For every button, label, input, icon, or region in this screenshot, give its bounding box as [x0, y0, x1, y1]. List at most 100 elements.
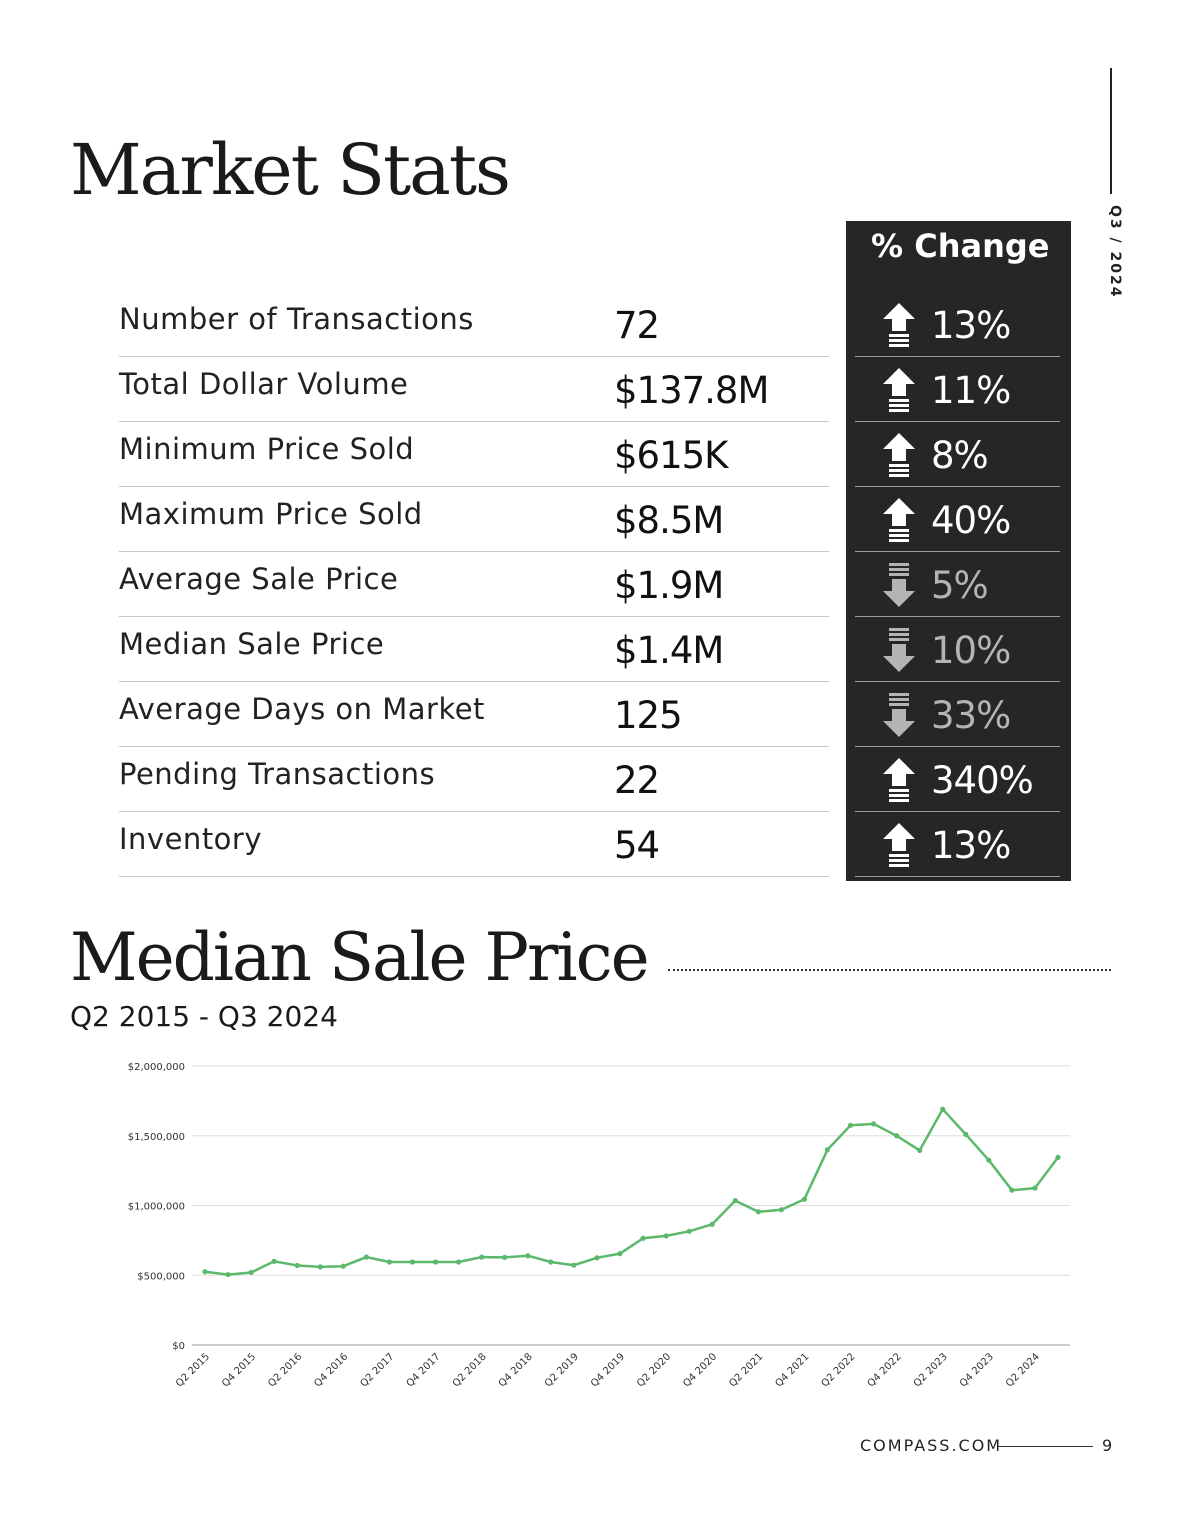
stats-table: Number of Transactions 72 Total Dollar Vol… — [119, 292, 829, 877]
stat-value: $137.8M — [614, 369, 769, 412]
footer-rule — [998, 1446, 1093, 1447]
x-tick-label: Q2 2024 — [1004, 1351, 1042, 1389]
data-point — [248, 1269, 254, 1276]
change-row: 10% — [855, 617, 1060, 682]
data-point — [294, 1262, 300, 1269]
x-tick-label: Q2 2019 — [543, 1351, 581, 1389]
stat-label: Median Sale Price — [119, 627, 385, 661]
data-point — [640, 1235, 646, 1241]
change-value: 11% — [931, 369, 1011, 412]
stat-row: Median Sale Price $1.4M — [119, 617, 829, 682]
stat-label: Maximum Price Sold — [119, 497, 423, 531]
header-vertical-rule — [1110, 68, 1112, 194]
page-number: 9 — [1102, 1436, 1113, 1455]
stat-row: Minimum Price Sold $615K — [119, 422, 829, 487]
data-point — [732, 1198, 738, 1204]
change-value: 13% — [931, 824, 1011, 867]
data-point — [617, 1251, 623, 1257]
data-point — [963, 1131, 969, 1137]
x-tick-label: Q2 2017 — [358, 1351, 396, 1389]
change-row: 40% — [855, 487, 1060, 552]
x-tick-label: Q4 2019 — [589, 1351, 627, 1389]
stat-value: $8.5M — [614, 499, 724, 542]
dotted-divider — [668, 969, 1111, 971]
period-label: Q3 / 2024 — [1107, 205, 1123, 299]
data-point — [502, 1254, 508, 1260]
arrow-up-icon — [879, 756, 919, 804]
change-row: 13% — [855, 292, 1060, 357]
stat-row: Maximum Price Sold $8.5M — [119, 487, 829, 552]
section-title: Median Sale Price — [70, 919, 650, 996]
y-tick-label: $0 — [172, 1341, 185, 1352]
change-value: 5% — [931, 564, 989, 607]
stat-value: 22 — [614, 759, 660, 802]
data-point — [594, 1255, 600, 1261]
data-point — [225, 1271, 231, 1278]
data-point — [1055, 1154, 1061, 1160]
data-point — [940, 1106, 946, 1112]
median-price-chart: $0 $500,000 $1,000,000 $1,500,000 $2,000,000… — [128, 1062, 1070, 1389]
x-tick-label: Q4 2023 — [958, 1351, 996, 1389]
section-subtitle: Q2 2015 - Q3 2024 — [70, 1000, 338, 1033]
x-tick-label: Q2 2020 — [635, 1351, 673, 1389]
x-tick-label: Q4 2016 — [312, 1351, 350, 1389]
y-tick-label: $1,500,000 — [128, 1132, 185, 1143]
x-tick-label: Q4 2017 — [405, 1351, 443, 1389]
data-point — [1032, 1185, 1038, 1191]
data-point — [986, 1157, 992, 1163]
arrow-down-icon — [879, 626, 919, 674]
stat-value: 72 — [614, 304, 660, 347]
stat-row: Number of Transactions 72 — [119, 292, 829, 357]
arrow-down-icon — [879, 561, 919, 609]
stat-label: Minimum Price Sold — [119, 432, 415, 466]
change-list: 13% 11% 8% 40% 5% 10% 33% 340% 13% — [855, 292, 1060, 877]
arrow-up-icon — [879, 431, 919, 479]
x-tick-label: Q2 2016 — [266, 1351, 304, 1389]
x-tick-label: Q2 2015 — [174, 1351, 212, 1389]
x-tick-label: Q4 2022 — [866, 1351, 904, 1389]
arrow-up-icon — [879, 821, 919, 869]
y-tick-label: $2,000,000 — [128, 1062, 185, 1073]
series-line — [204, 1107, 1059, 1276]
data-point — [824, 1147, 831, 1153]
data-point — [571, 1262, 577, 1268]
stat-label: Inventory — [119, 822, 263, 856]
x-tick-label: Q2 2022 — [820, 1351, 858, 1389]
data-point — [317, 1264, 323, 1270]
y-tick-label: $500,000 — [137, 1271, 185, 1282]
arrow-up-icon — [879, 496, 919, 544]
stat-row: Average Sale Price $1.9M — [119, 552, 829, 617]
stat-value: $615K — [614, 434, 728, 477]
change-row: 5% — [855, 552, 1060, 617]
arrow-up-icon — [879, 301, 919, 349]
stat-value: 54 — [614, 824, 660, 867]
data-point — [663, 1233, 669, 1239]
data-point — [525, 1253, 531, 1259]
stat-row: Inventory 54 — [119, 812, 829, 877]
stat-row: Average Days on Market 125 — [119, 682, 829, 747]
change-row: 8% — [855, 422, 1060, 487]
x-tick-label: Q4 2015 — [220, 1351, 258, 1389]
x-tick-label: Q2 2023 — [912, 1351, 950, 1389]
data-point — [409, 1259, 416, 1265]
change-value: 340% — [931, 759, 1034, 802]
x-tick-label: Q4 2020 — [681, 1351, 719, 1389]
data-point — [363, 1254, 369, 1260]
footer-site: COMPASS.COM — [860, 1436, 1003, 1455]
x-tick-label: Q2 2021 — [727, 1351, 765, 1389]
change-value: 10% — [931, 629, 1011, 672]
data-point — [870, 1121, 877, 1127]
stat-label: Pending Transactions — [119, 757, 436, 791]
data-point — [455, 1259, 462, 1265]
data-point — [755, 1209, 761, 1215]
x-tick-label: Q4 2021 — [773, 1351, 811, 1389]
stat-row: Total Dollar Volume $137.8M — [119, 357, 829, 422]
page-title: Market Stats — [70, 129, 511, 211]
data-point — [548, 1259, 554, 1265]
stat-label: Total Dollar Volume — [119, 367, 409, 401]
change-value: 13% — [931, 304, 1011, 347]
data-point — [202, 1269, 208, 1275]
data-point — [271, 1258, 277, 1264]
data-point — [917, 1147, 923, 1153]
change-value: 8% — [931, 434, 989, 477]
